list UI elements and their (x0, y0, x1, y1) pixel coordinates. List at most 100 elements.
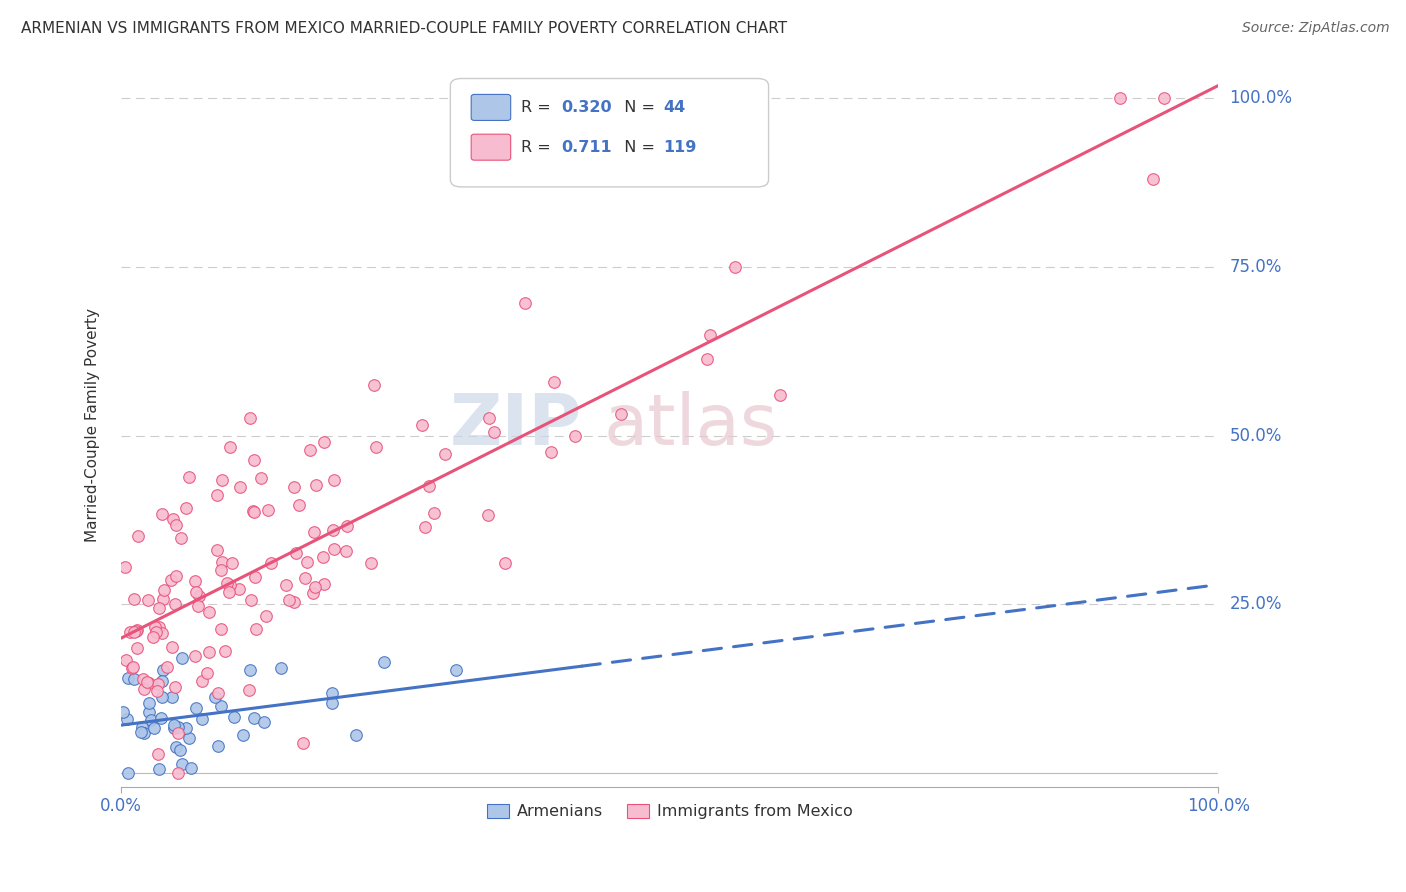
FancyBboxPatch shape (471, 134, 510, 161)
Point (139, 713, 162, 727)
Point (284, 546, 307, 560)
Point (283, 480, 305, 494)
Text: atlas: atlas (605, 391, 779, 460)
Text: N =: N = (614, 140, 659, 154)
Point (180, 761, 202, 775)
Point (132, 726, 155, 740)
Point (190, 712, 212, 726)
Point (257, 503, 280, 517)
Point (204, 690, 226, 704)
Point (278, 593, 301, 607)
Point (146, 747, 169, 761)
Point (167, 766, 190, 780)
Point (312, 550, 335, 565)
Point (135, 675, 157, 690)
Text: 119: 119 (664, 140, 696, 154)
Point (152, 663, 174, 677)
Point (540, 444, 562, 458)
Point (321, 686, 343, 700)
Point (543, 375, 565, 389)
Point (209, 699, 232, 714)
Point (294, 572, 316, 586)
Text: 75.0%: 75.0% (1230, 258, 1282, 276)
Point (239, 410, 262, 425)
Point (254, 608, 277, 623)
Point (163, 717, 186, 731)
Point (121, 660, 143, 674)
Point (150, 673, 173, 688)
Text: R =: R = (520, 140, 561, 154)
Point (304, 524, 326, 539)
Point (132, 681, 155, 696)
Point (191, 673, 214, 688)
Point (239, 663, 262, 677)
Y-axis label: Married-Couple Family Poverty: Married-Couple Family Poverty (86, 309, 100, 542)
Point (1108, 91, 1130, 105)
Point (115, 653, 138, 667)
Point (163, 597, 186, 611)
Point (360, 557, 382, 571)
Point (152, 625, 174, 640)
Point (131, 720, 153, 734)
Point (699, 328, 721, 343)
Point (238, 682, 260, 697)
Point (142, 631, 165, 645)
Point (283, 594, 305, 608)
Point (323, 541, 346, 556)
Point (150, 711, 173, 725)
Point (184, 701, 207, 715)
Point (184, 648, 207, 663)
Point (177, 731, 200, 745)
Point (169, 743, 191, 757)
Point (494, 556, 516, 570)
Text: 50.0%: 50.0% (1230, 426, 1282, 444)
Point (165, 518, 187, 533)
Point (205, 488, 228, 502)
Point (259, 556, 281, 570)
Point (232, 728, 254, 742)
Point (138, 676, 160, 690)
Text: 0.320: 0.320 (561, 100, 612, 115)
Point (696, 351, 718, 366)
Point (335, 544, 357, 558)
Point (312, 576, 335, 591)
Point (170, 532, 193, 546)
Point (211, 473, 233, 487)
Text: N =: N = (614, 100, 659, 115)
Point (229, 479, 252, 493)
Point (138, 706, 160, 720)
Point (312, 435, 335, 450)
Point (302, 586, 325, 600)
Point (724, 260, 747, 274)
Point (146, 677, 169, 691)
Point (513, 295, 536, 310)
Point (413, 520, 436, 534)
Point (243, 711, 266, 725)
Point (174, 721, 197, 735)
Point (198, 645, 221, 659)
Point (418, 479, 440, 493)
Point (214, 643, 236, 657)
Point (150, 508, 173, 522)
Point (217, 576, 239, 591)
Point (1142, 172, 1164, 186)
Point (121, 661, 143, 675)
Point (125, 623, 148, 637)
Point (132, 673, 155, 687)
Point (218, 585, 240, 599)
Point (478, 411, 501, 425)
Point (336, 519, 359, 533)
Point (150, 690, 173, 705)
Point (242, 504, 264, 518)
Point (276, 577, 298, 591)
Text: ARMENIAN VS IMMIGRANTS FROM MEXICO MARRIED-COUPLE FAMILY POVERTY CORRELATION CHA: ARMENIAN VS IMMIGRANTS FROM MEXICO MARRI… (21, 21, 787, 36)
Point (211, 555, 233, 569)
Point (159, 573, 181, 587)
Point (145, 620, 167, 634)
Point (304, 477, 326, 491)
Point (166, 726, 188, 740)
Point (160, 690, 183, 705)
Point (239, 593, 262, 607)
Point (125, 641, 148, 656)
Point (228, 582, 250, 596)
